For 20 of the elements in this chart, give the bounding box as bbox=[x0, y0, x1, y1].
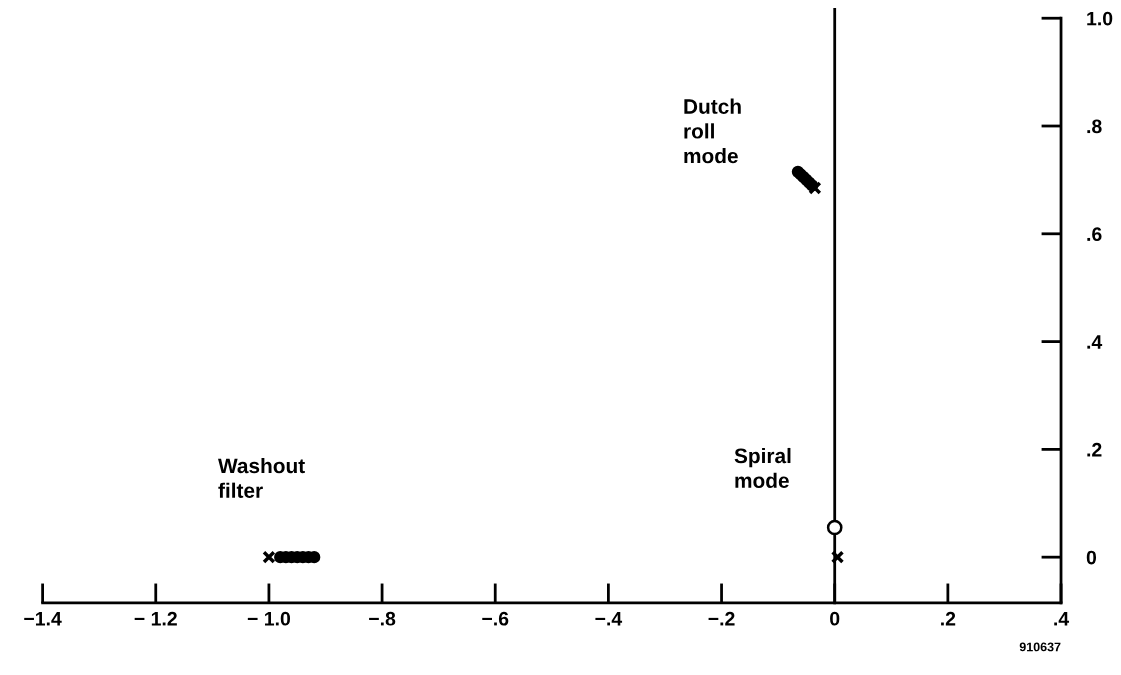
x-tick-label: .2 bbox=[941, 611, 956, 626]
text: 910637 bbox=[1019, 642, 1061, 652]
x-tick-label: −.6 bbox=[482, 611, 509, 626]
y-tick-label: .2 bbox=[1087, 442, 1102, 457]
y-tick-label: 1.0 bbox=[1087, 11, 1113, 26]
y-tick-label: 0 bbox=[1086, 550, 1097, 565]
x-tick-label: −1.4 bbox=[24, 612, 62, 626]
x-tick-label: − 1.0 bbox=[247, 611, 291, 626]
x-tick-label: −.2 bbox=[708, 611, 735, 626]
x-tick-label: − 1.2 bbox=[134, 611, 177, 626]
x-tick-label: −.4 bbox=[595, 612, 623, 626]
annotation: Spiral mode bbox=[734, 447, 791, 488]
x-tick-label: −.8 bbox=[369, 611, 396, 626]
y-tick-label: .8 bbox=[1087, 119, 1102, 134]
x-tick-label: .4 bbox=[1054, 612, 1070, 626]
x-tick-label: 0 bbox=[830, 611, 840, 626]
y-tick-label: .4 bbox=[1087, 335, 1103, 349]
y-tick-label: .6 bbox=[1087, 227, 1102, 242]
annotation: Washout filter bbox=[218, 457, 305, 498]
annotation: Dutch roll mode bbox=[684, 98, 741, 164]
